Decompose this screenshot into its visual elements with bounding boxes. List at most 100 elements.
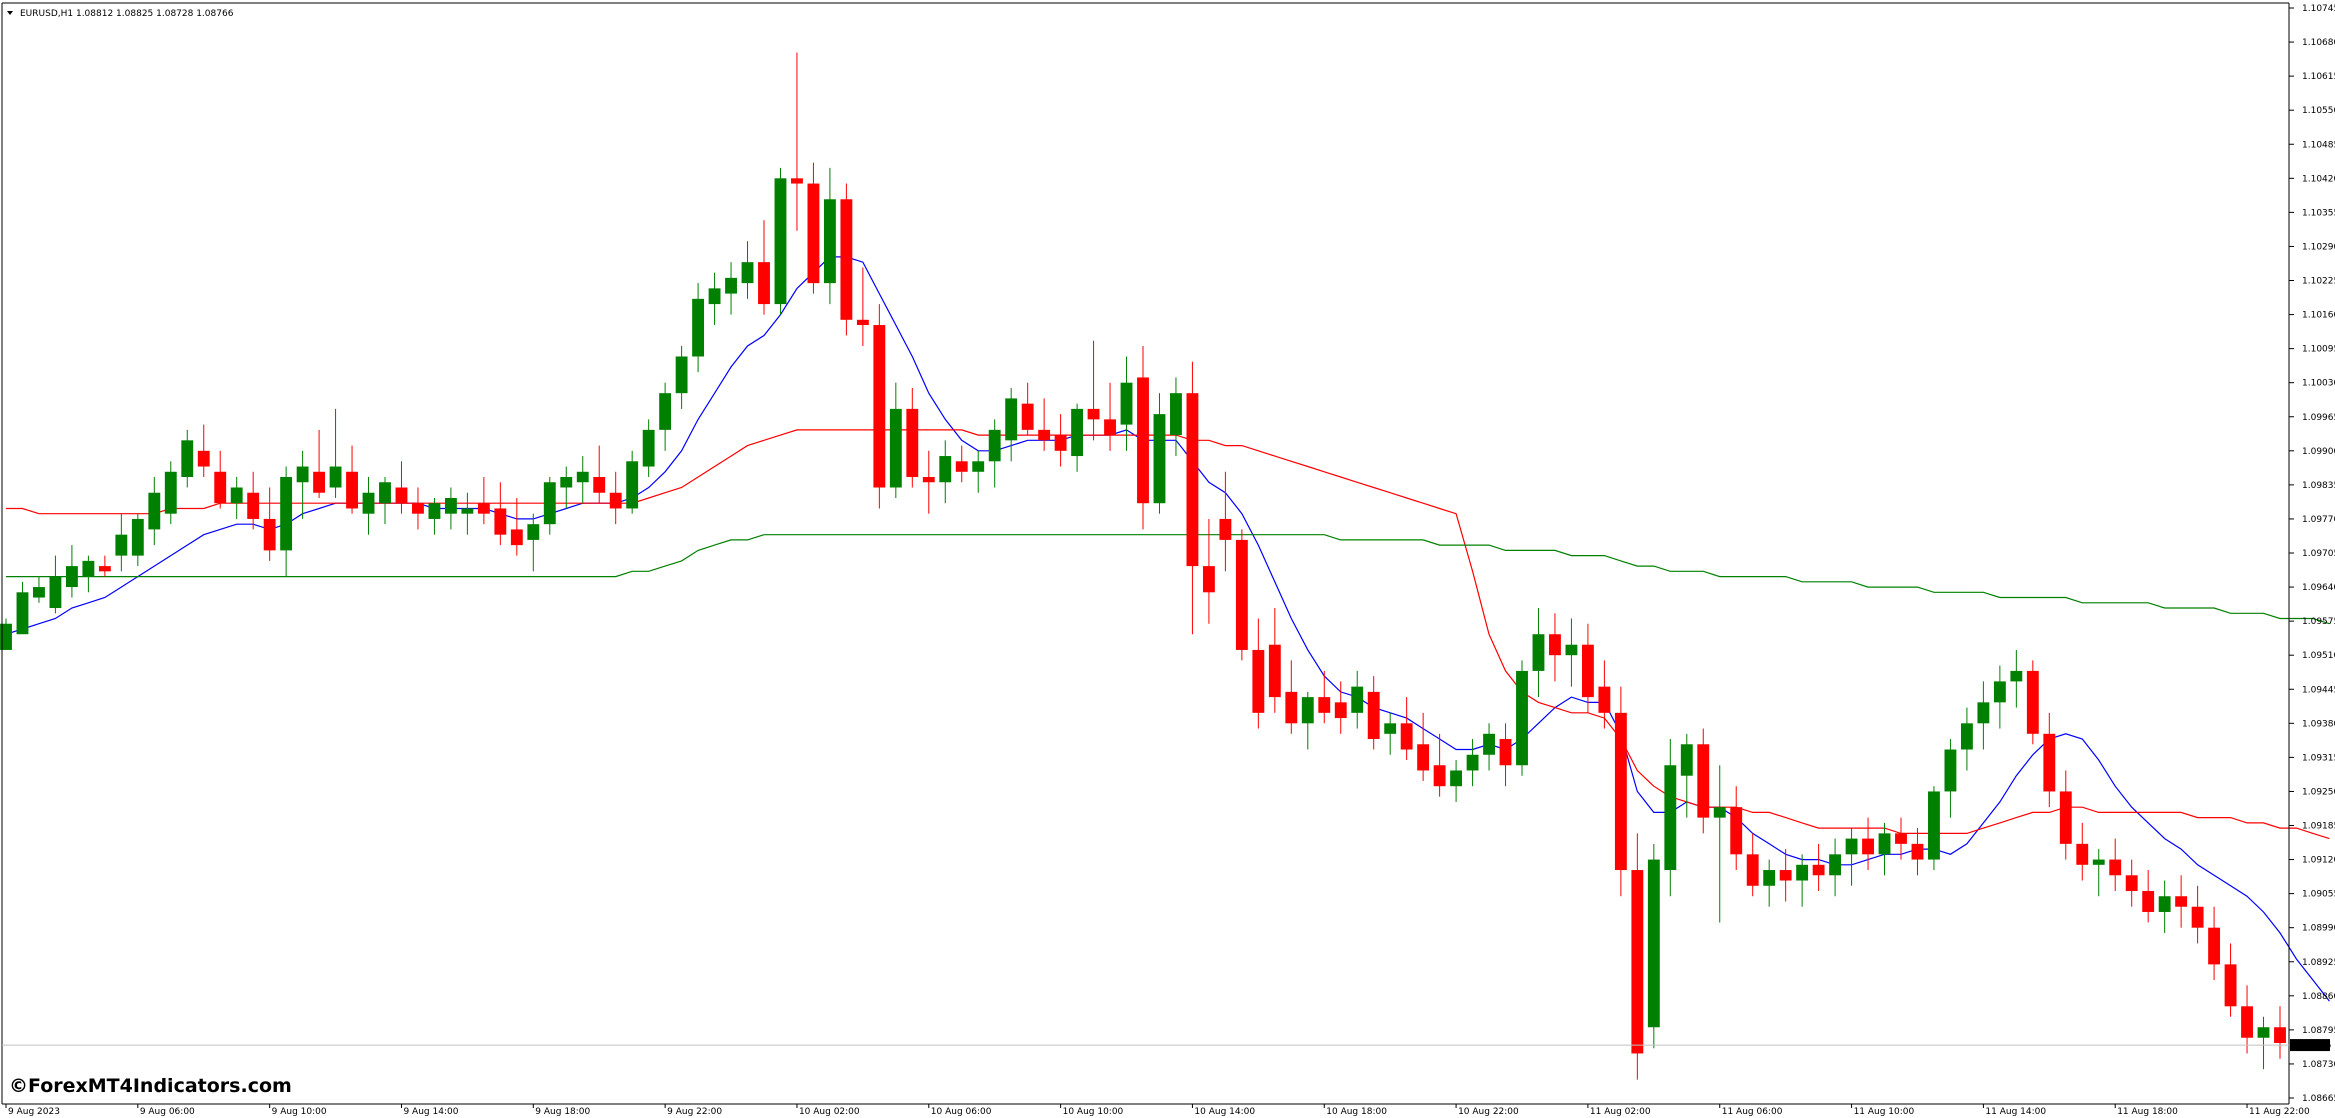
candle-body <box>477 503 490 514</box>
candle-body <box>1713 807 1726 818</box>
time-tick-label: 10 Aug 02:00 <box>799 1107 860 1117</box>
candle-body <box>1549 634 1561 656</box>
candle-body <box>494 508 507 535</box>
candle-body <box>82 560 95 577</box>
candle-body <box>0 623 12 650</box>
candle-body <box>49 576 62 609</box>
time-tick-label: 10 Aug 10:00 <box>1063 1107 1124 1117</box>
candle-body <box>444 497 457 514</box>
candle-body <box>659 393 672 430</box>
candle-body <box>1614 712 1627 871</box>
candle-body <box>1483 733 1495 755</box>
candle-body <box>1829 854 1842 876</box>
candle-body <box>2043 733 2056 792</box>
price-tick-label: 1.09185 <box>2302 822 2335 832</box>
candle-body <box>856 319 869 326</box>
time-tick-label: 11 Aug 22:00 <box>2249 1107 2310 1117</box>
candle-body <box>1202 566 1215 593</box>
candle-body <box>774 178 787 305</box>
price-tick-label: 1.09900 <box>2302 447 2335 457</box>
candle-body <box>1318 697 1331 713</box>
price-tick-label: 1.10550 <box>2302 106 2335 116</box>
candle-body <box>296 466 309 483</box>
moving-average-lines <box>5 256 2330 1002</box>
time-tick-label: 11 Aug 06:00 <box>1722 1107 1783 1117</box>
candle-body <box>33 587 45 598</box>
candle-body <box>2026 670 2039 734</box>
candle-body <box>527 524 540 540</box>
copyright-icon: © <box>9 1075 28 1097</box>
price-tick-label: 1.10030 <box>2302 379 2335 389</box>
candle-body <box>725 277 737 294</box>
price-tick-label: 1.10355 <box>2302 208 2335 218</box>
candle-body <box>642 429 655 467</box>
candle-body <box>2010 670 2023 682</box>
price-tick-label: 1.08665 <box>2302 1094 2335 1104</box>
candle-body <box>1466 754 1479 771</box>
candle-body <box>510 529 523 546</box>
candle-body <box>329 466 342 488</box>
candle-body <box>1763 870 1776 886</box>
candle-body <box>1499 739 1512 766</box>
candle-body <box>197 450 210 467</box>
candle-body <box>1664 765 1677 871</box>
candle-body <box>1697 744 1710 818</box>
candle-body <box>1779 870 1792 881</box>
price-tick-label: 1.09380 <box>2302 719 2335 729</box>
candle-body <box>1647 859 1660 1028</box>
candle-body <box>955 461 968 472</box>
candle-body <box>1186 393 1199 567</box>
candle-body <box>922 477 935 483</box>
candle-body <box>247 492 260 519</box>
price-tick-label: 1.10290 <box>2302 242 2335 252</box>
candle-body <box>2224 964 2237 1007</box>
candle-body <box>1565 644 1578 656</box>
candle-body <box>1087 408 1100 420</box>
price-tick-label: 1.09510 <box>2302 651 2335 661</box>
price-tick-label: 1.08990 <box>2302 924 2335 934</box>
price-tick-label: 1.08730 <box>2302 1060 2335 1070</box>
time-tick-label: 10 Aug 22:00 <box>1458 1107 1519 1117</box>
time-tick-label: 9 Aug 06:00 <box>140 1107 195 1117</box>
ma-mid-line <box>6 429 2330 840</box>
candle-body <box>1812 864 1825 876</box>
candle-body <box>412 503 424 514</box>
candle-body <box>1993 681 2006 703</box>
candle-body <box>2109 859 2122 876</box>
candle-body <box>1021 403 1034 430</box>
price-tick-label: 1.09315 <box>2302 753 2335 763</box>
candle-body <box>1351 686 1364 713</box>
candle-body <box>1268 644 1281 698</box>
candle-body <box>873 325 886 488</box>
candle-body <box>675 356 688 394</box>
current-price-label-box <box>2290 1039 2330 1052</box>
candle-body <box>1285 691 1298 724</box>
time-tick-label: 10 Aug 14:00 <box>1194 1107 1255 1117</box>
candle-body <box>1235 539 1248 650</box>
candle-body <box>461 508 474 514</box>
candle-body <box>2257 1027 2270 1038</box>
candle-body <box>1796 864 1809 881</box>
time-tick-label: 9 Aug 14:00 <box>403 1107 458 1117</box>
time-tick-label: 10 Aug 06:00 <box>931 1107 992 1117</box>
price-tick-label: 1.10420 <box>2302 174 2335 184</box>
symbol-dropdown-icon[interactable] <box>7 11 13 15</box>
candle-body <box>148 492 161 530</box>
candle-body <box>1071 408 1084 457</box>
candle-body <box>626 461 639 509</box>
price-tick-label: 1.09250 <box>2302 787 2335 797</box>
candle-body <box>1219 518 1232 540</box>
candle-body <box>609 492 622 509</box>
candle-body <box>1417 744 1430 771</box>
time-tick-label: 9 Aug 22:00 <box>667 1107 722 1117</box>
candle-body <box>1170 393 1182 436</box>
candle-body <box>1153 414 1166 504</box>
candle-body <box>1746 854 1759 886</box>
candle-body <box>230 487 243 504</box>
time-tick-label: 9 Aug 10:00 <box>272 1107 327 1117</box>
candle-body <box>1895 833 1907 844</box>
price-tick-label: 1.08795 <box>2302 1026 2335 1036</box>
price-tick-label: 1.09445 <box>2302 685 2335 695</box>
